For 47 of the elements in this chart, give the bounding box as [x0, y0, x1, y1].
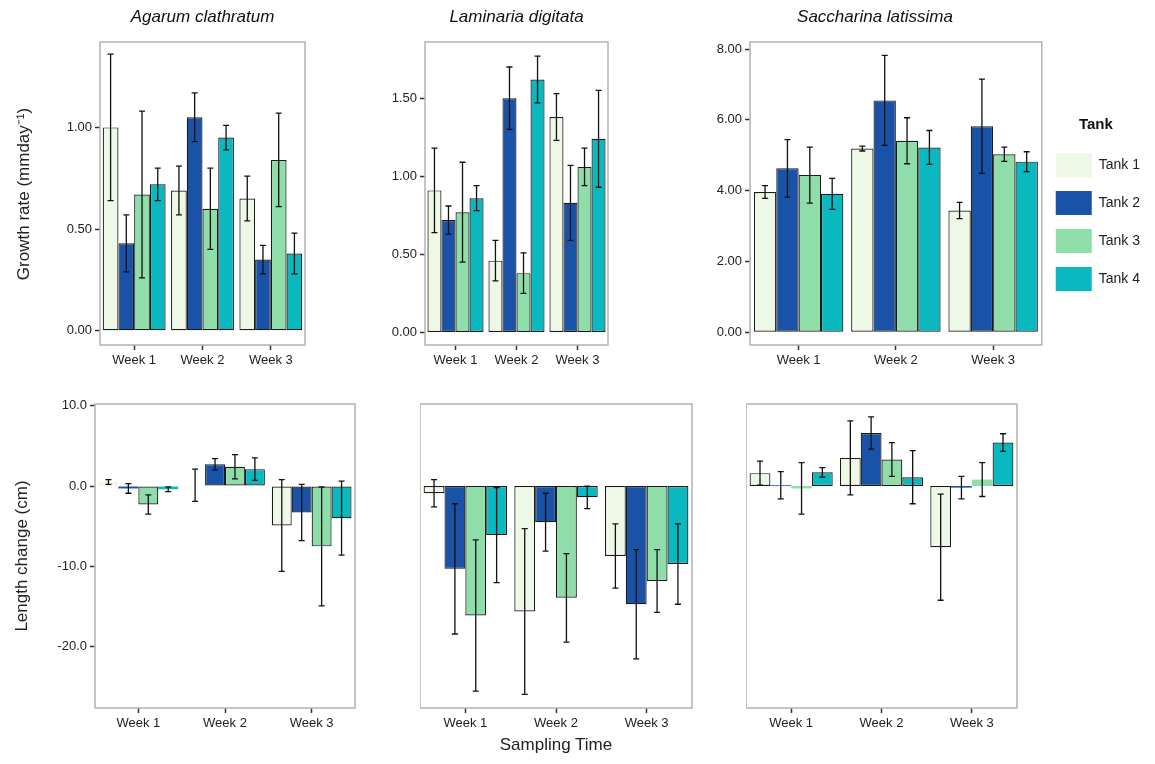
y-tick-label: 0.00: [66, 322, 92, 338]
x-tick-label: Week 2: [180, 352, 225, 368]
legend-label: Tank 4: [1098, 269, 1141, 286]
x-tick-label: Week 3: [971, 352, 1016, 368]
x-tick-label: Week 3: [289, 715, 334, 731]
x-tick-label: Week 1: [433, 352, 478, 368]
x-tick-label: Week 3: [248, 352, 293, 368]
chart-title: Saccharina latissima: [797, 7, 953, 27]
y-tick-label: 1.00: [391, 167, 417, 183]
x-tick-label: Week 2: [859, 715, 904, 731]
y-tick-label: 0.00: [716, 323, 742, 339]
y-tick-label: -20.0: [57, 638, 87, 654]
y-tick-label: 4.00: [716, 182, 742, 198]
y-axis-title: Growth rate (mmday⁻¹): [12, 107, 34, 280]
x-tick-label: Week 1: [769, 715, 814, 731]
y-tick-label: 6.00: [716, 111, 742, 127]
chart-title: Agarum clathratum: [130, 7, 275, 27]
legend-label: Tank 1: [1098, 155, 1141, 172]
y-tick-label: 8.00: [716, 40, 742, 56]
y-tick-label: 0.0: [68, 477, 87, 493]
legend-label: Tank 3: [1098, 231, 1141, 248]
x-tick-label: Week 1: [116, 715, 161, 731]
y-axis-title: Length change (cm): [12, 480, 32, 632]
x-axis-title: Sampling Time: [499, 735, 613, 755]
x-tick-label: Week 2: [203, 715, 247, 731]
legend-label: Tank 2: [1098, 193, 1141, 210]
x-tick-label: Week 3: [624, 715, 669, 731]
x-tick-label: Week 2: [494, 352, 539, 368]
x-tick-label: Week 3: [555, 352, 600, 368]
bar: [971, 479, 993, 487]
x-tick-label: Week 1: [112, 352, 157, 368]
chart-title: Laminaria digitata: [449, 7, 584, 27]
legend-title: Tank: [1078, 114, 1114, 132]
y-tick-label: 0.50: [66, 220, 92, 236]
x-tick-label: Week 2: [873, 352, 918, 368]
x-tick-label: Week 2: [534, 715, 578, 731]
y-tick-label: 10.0: [61, 397, 87, 413]
x-tick-label: Week 3: [949, 715, 994, 731]
y-tick-label: 2.00: [716, 253, 742, 269]
y-tick-label: 0.00: [391, 324, 417, 340]
y-tick-label: -10.0: [57, 558, 87, 574]
y-tick-label: 0.50: [391, 245, 417, 261]
x-tick-label: Week 1: [443, 715, 488, 731]
y-tick-label: 1.00: [66, 118, 92, 134]
y-tick-label: 1.50: [391, 89, 417, 105]
bar: [98, 482, 119, 486]
x-tick-label: Week 1: [776, 352, 821, 368]
